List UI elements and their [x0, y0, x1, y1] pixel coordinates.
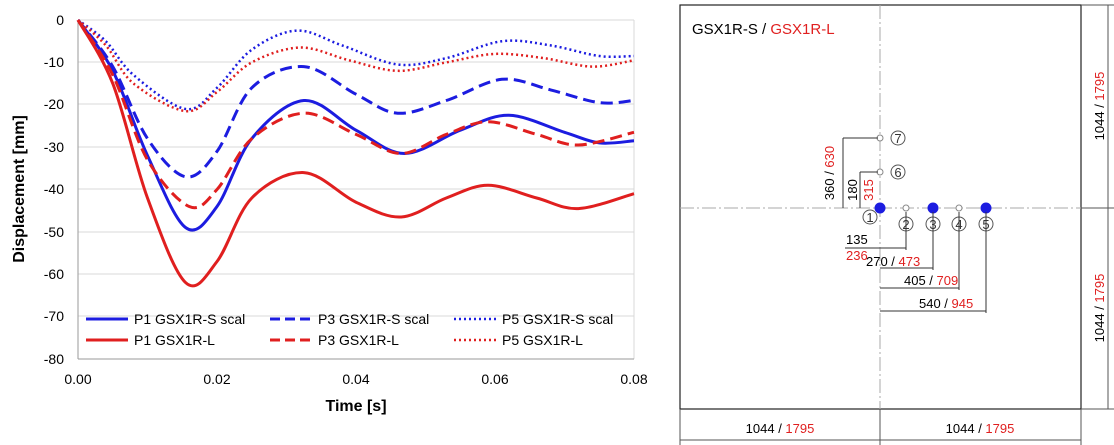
x-tick-label: 0.02 — [203, 371, 230, 387]
diagram-title: GSX1R-S / GSX1R-L — [692, 21, 835, 38]
dim-label-360-630: 360 / 630 — [822, 146, 837, 200]
dim-right-bottom: 1044 / 1795 — [1092, 274, 1107, 343]
point-5-marker — [980, 202, 992, 214]
y-tick-labels: 0 -10 -20 -30 -40 -50 -60 -70 -80 — [44, 12, 64, 367]
point-label-1: 1 — [862, 209, 878, 225]
series-line-1 — [76, 19, 635, 179]
y-tick-label: -80 — [44, 351, 64, 367]
dim-label-236: 236 — [846, 248, 868, 263]
dim-label-405-709: 405 / 709 — [904, 273, 958, 288]
svg-text:7: 7 — [894, 131, 901, 146]
point-4-marker — [955, 204, 963, 212]
y-tick-label: -20 — [44, 96, 64, 112]
dim-label-315: 315 — [861, 179, 876, 201]
test-layout-diagram: GSX1R-S / GSX1R-L 1044 / 1795 1044 / 179… — [679, 4, 1114, 445]
y-axis-title: Displacement [mm] — [11, 115, 28, 263]
dim-label-270-473: 270 / 473 — [866, 254, 920, 269]
x-tick-label: 0.00 — [64, 371, 91, 387]
chart-legend: P1 GSX1R-S scal P1 GSX1R-L P3 GSX1R-S sc… — [86, 311, 613, 348]
dim-bottom-left: 1044 / 1795 — [746, 421, 815, 436]
point-1-marker — [874, 202, 886, 214]
y-tick-label: -50 — [44, 224, 64, 240]
x-axis-title: Time [s] — [325, 398, 386, 415]
legend-label: P3 GSX1R-S scal — [318, 311, 429, 327]
x-tick-label: 0.06 — [481, 371, 508, 387]
series-line-2 — [77, 18, 635, 111]
series-line-0 — [76, 19, 635, 232]
y-tick-label: -10 — [44, 54, 64, 70]
dim-label-540-945: 540 / 945 — [919, 296, 973, 311]
dim-bottom-right: 1044 / 1795 — [946, 421, 1015, 436]
dim-label-180: 180 — [845, 179, 860, 201]
point-3-marker — [927, 202, 939, 214]
y-tick-label: -40 — [44, 181, 64, 197]
legend-label: P5 GSX1R-S scal — [502, 311, 613, 327]
x-tick-label: 0.04 — [342, 371, 369, 387]
dim-right-top: 1044 / 1795 — [1092, 72, 1107, 141]
svg-text:1: 1 — [866, 210, 873, 225]
legend-label: P1 GSX1R-S scal — [134, 311, 245, 327]
x-tick-labels: 0.00 0.02 0.04 0.06 0.08 — [64, 371, 647, 387]
dim-label-135: 135 — [846, 232, 868, 247]
series-line-3 — [76, 19, 635, 288]
x-tick-label: 0.08 — [620, 371, 647, 387]
series-line-5 — [77, 19, 635, 113]
legend-label: P3 GSX1R-L — [318, 332, 399, 348]
point-2-marker — [902, 204, 910, 212]
series-line-4 — [76, 19, 635, 210]
legend-label: P1 GSX1R-L — [134, 332, 215, 348]
legend-label: P5 GSX1R-L — [502, 332, 583, 348]
y-tick-label: -30 — [44, 139, 64, 155]
point-label-6: 6 — [890, 164, 906, 180]
y-tick-label: 0 — [56, 12, 64, 28]
svg-text:6: 6 — [894, 165, 901, 180]
y-tick-label: -70 — [44, 308, 64, 324]
point-label-7: 7 — [890, 130, 906, 146]
series-layer — [76, 18, 635, 288]
y-tick-label: -60 — [44, 266, 64, 282]
